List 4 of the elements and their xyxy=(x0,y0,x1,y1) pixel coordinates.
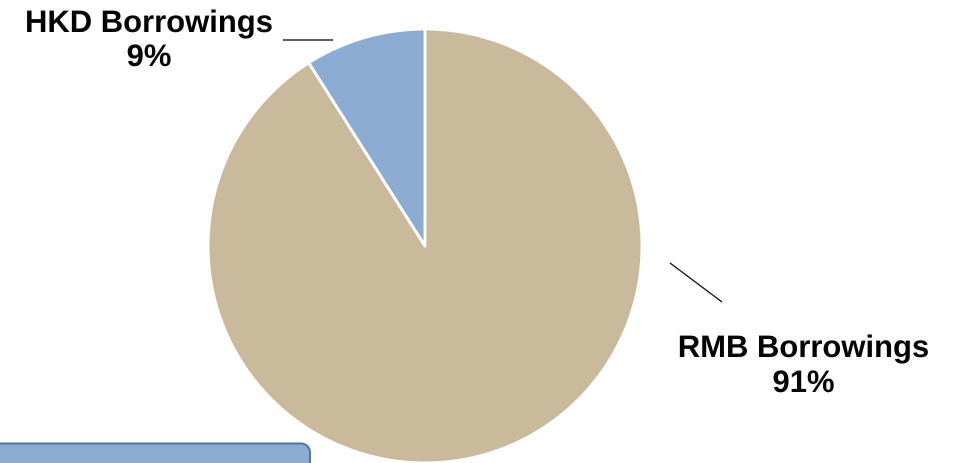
data-label: 9% xyxy=(128,44,171,66)
slice-label: RMB Borrowings xyxy=(680,334,928,364)
data-label: 91% xyxy=(774,370,834,392)
slice-label: HKD Borrowings xyxy=(27,10,272,39)
